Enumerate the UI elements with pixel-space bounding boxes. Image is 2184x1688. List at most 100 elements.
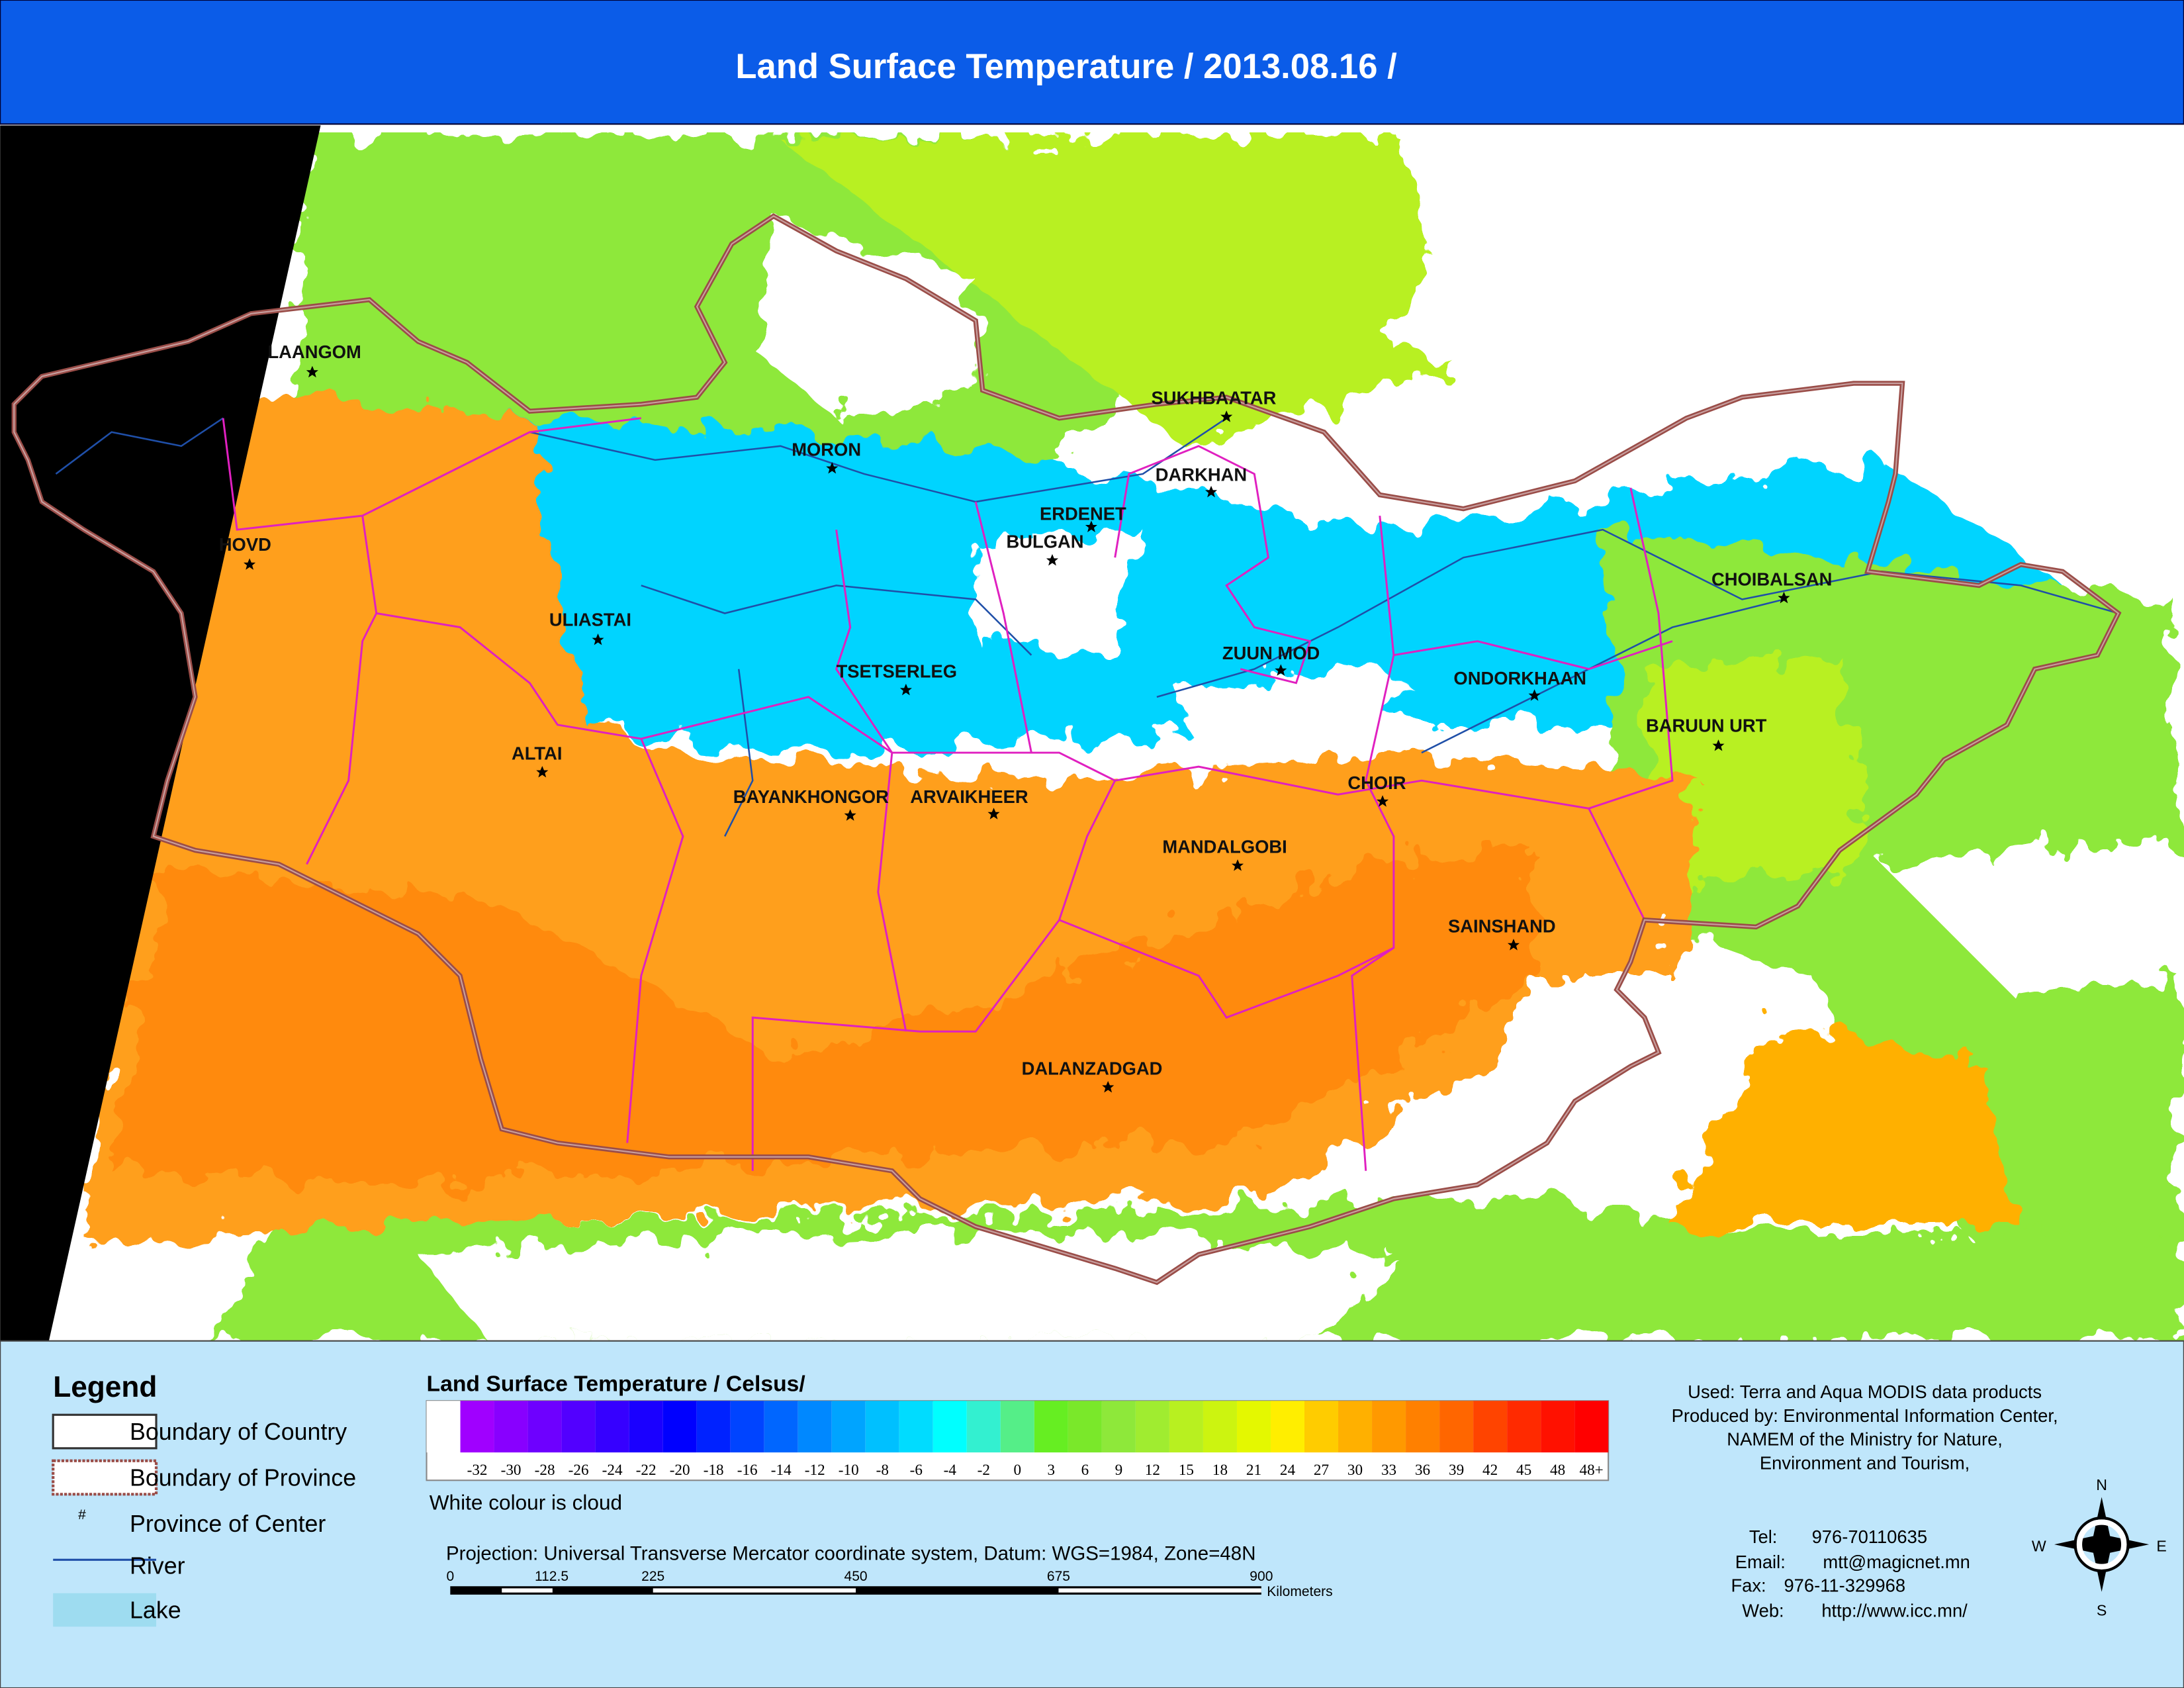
colorbar-cell	[1338, 1401, 1373, 1453]
colorbar-label: 27	[1314, 1462, 1329, 1479]
compass-rose	[2054, 1497, 2150, 1592]
contact-value: mtt@magicnet.mn	[1823, 1552, 1970, 1572]
scale-tick-label: 675	[1047, 1569, 1070, 1584]
colorbar-cell	[797, 1401, 832, 1453]
colorbar-cell	[1406, 1401, 1440, 1453]
contact-label: Tel:	[1749, 1526, 1778, 1547]
colorbar-label: -22	[636, 1462, 657, 1479]
colorbar-cell	[730, 1401, 764, 1453]
colorbar-label: 18	[1212, 1462, 1228, 1479]
contact-value: http://www.icc.mn/	[1821, 1601, 1968, 1621]
colorbar-cell	[527, 1401, 562, 1453]
scale-bar-gap	[1058, 1588, 1261, 1593]
colorbar-cell	[1473, 1401, 1508, 1453]
scale-tick-label: 112.5	[535, 1569, 569, 1584]
colorbar-label: -24	[602, 1462, 623, 1479]
map: LAANGOM HOVD ULIASTAI ALTAI MORON TSETSERLEG B…	[0, 125, 2184, 1341]
colorbar-cell	[1135, 1401, 1169, 1453]
colorbar-cell	[696, 1401, 731, 1453]
colorbar-cell	[831, 1401, 866, 1453]
compass-ring-outer	[2073, 1516, 2130, 1573]
colorbar-label: -20	[670, 1462, 690, 1479]
colorbar-label: -32	[467, 1462, 488, 1479]
city-label: ONDORKHAAN	[1453, 668, 1586, 688]
colorbar-cell	[899, 1401, 933, 1453]
city-label: MORON	[792, 440, 861, 460]
colorbar-label: 39	[1449, 1462, 1464, 1479]
colorbar-label: 6	[1081, 1462, 1089, 1479]
contact-label: Email:	[1735, 1552, 1786, 1572]
title-bar	[0, 0, 2184, 125]
colorbar-cell	[1101, 1401, 1136, 1453]
title: Land Surface Temperature / 2013.08.16 /	[735, 47, 1397, 86]
colorbar-cell	[426, 1401, 461, 1453]
colorbar-cell	[1034, 1401, 1068, 1453]
city-label: MANDALGOBI	[1162, 837, 1287, 857]
city-label: ZUUN MOD	[1222, 643, 1320, 663]
scale-tick-label: 0	[446, 1569, 454, 1584]
country-swatch	[52, 1413, 158, 1450]
colorbar-label: -10	[839, 1462, 859, 1479]
colorbar-cell	[1236, 1401, 1271, 1453]
colorbar-label: -18	[704, 1462, 724, 1479]
compass-n: N	[2096, 1476, 2107, 1493]
credit-line: NAMEM of the Ministry for Nature,	[1727, 1429, 2003, 1450]
colorbar-label: 12	[1145, 1462, 1160, 1479]
city-label: CHOIBALSAN	[1711, 569, 1832, 589]
info-panel	[0, 1340, 2184, 1688]
colorbar-cell	[966, 1401, 1001, 1453]
scale-bar-gap	[502, 1588, 553, 1593]
colorbar-cell	[1068, 1401, 1102, 1453]
scale-tick-label: 450	[844, 1569, 868, 1584]
city-label: DALANZADGAD	[1022, 1058, 1163, 1078]
city-label: LAANGOM	[267, 342, 361, 362]
contact-label: Fax:	[1731, 1575, 1766, 1596]
colorbar-cell	[595, 1401, 629, 1453]
colorbar-label: 15	[1179, 1462, 1194, 1479]
colorbar-label: -28	[535, 1462, 555, 1479]
colorbar-label: -14	[771, 1462, 792, 1479]
city-label: CHOIR	[1347, 773, 1406, 793]
compass-w: W	[2032, 1538, 2046, 1555]
colorbar-label: -8	[876, 1462, 889, 1479]
city-label: ARVAIKHEER	[910, 786, 1028, 807]
legend-title: Legend	[53, 1371, 157, 1403]
legend-label: Boundary of Province	[130, 1465, 356, 1491]
center-symbol: #	[78, 1507, 86, 1523]
colorbar-label: 33	[1381, 1462, 1396, 1479]
colorbar-label: 3	[1048, 1462, 1056, 1479]
scale-tick-label: 225	[641, 1569, 664, 1584]
colorbar-cell	[1304, 1401, 1339, 1453]
credit-line: Environment and Tourism,	[1760, 1452, 1970, 1473]
compass-ring	[2076, 1519, 2127, 1570]
colorbar-cell	[561, 1401, 596, 1453]
compass-e: E	[2156, 1538, 2166, 1555]
legend-label: River	[130, 1552, 185, 1579]
credit-line: Used: Terra and Aqua MODIS data products	[1688, 1382, 2042, 1402]
colorbar-label: -16	[737, 1462, 758, 1479]
colorbar-label: 45	[1516, 1462, 1531, 1479]
colorbar-note: White colour is cloud	[430, 1490, 622, 1514]
city-label: ERDENET	[1040, 503, 1126, 524]
colorbar-cell	[1169, 1401, 1203, 1453]
city-label: BARUUN URT	[1646, 715, 1767, 735]
colorbar-label: -30	[501, 1462, 522, 1479]
city-label: SAINSHAND	[1448, 916, 1556, 937]
scale-bar-gap	[653, 1588, 856, 1593]
colorbar-cell	[1270, 1401, 1304, 1453]
colorbar-cell	[1507, 1401, 1541, 1453]
legend-label: Boundary of Country	[130, 1419, 347, 1445]
contact-value: 976-70110635	[1812, 1526, 1927, 1547]
colorbar-cell	[662, 1401, 697, 1453]
colorbar-label: 42	[1482, 1462, 1498, 1479]
colorbar-label: -26	[569, 1462, 589, 1479]
colorbar-label: 24	[1280, 1462, 1296, 1479]
contact-value: 976-11-329968	[1784, 1575, 1905, 1596]
colorbar-label: 0	[1014, 1462, 1022, 1479]
colorbar-cell	[1372, 1401, 1406, 1453]
colorbar-label: 48	[1550, 1462, 1565, 1479]
city-label: TSETSERLEG	[837, 661, 957, 681]
colorbar-label: -6	[910, 1462, 923, 1479]
compass-s: S	[2097, 1602, 2107, 1619]
